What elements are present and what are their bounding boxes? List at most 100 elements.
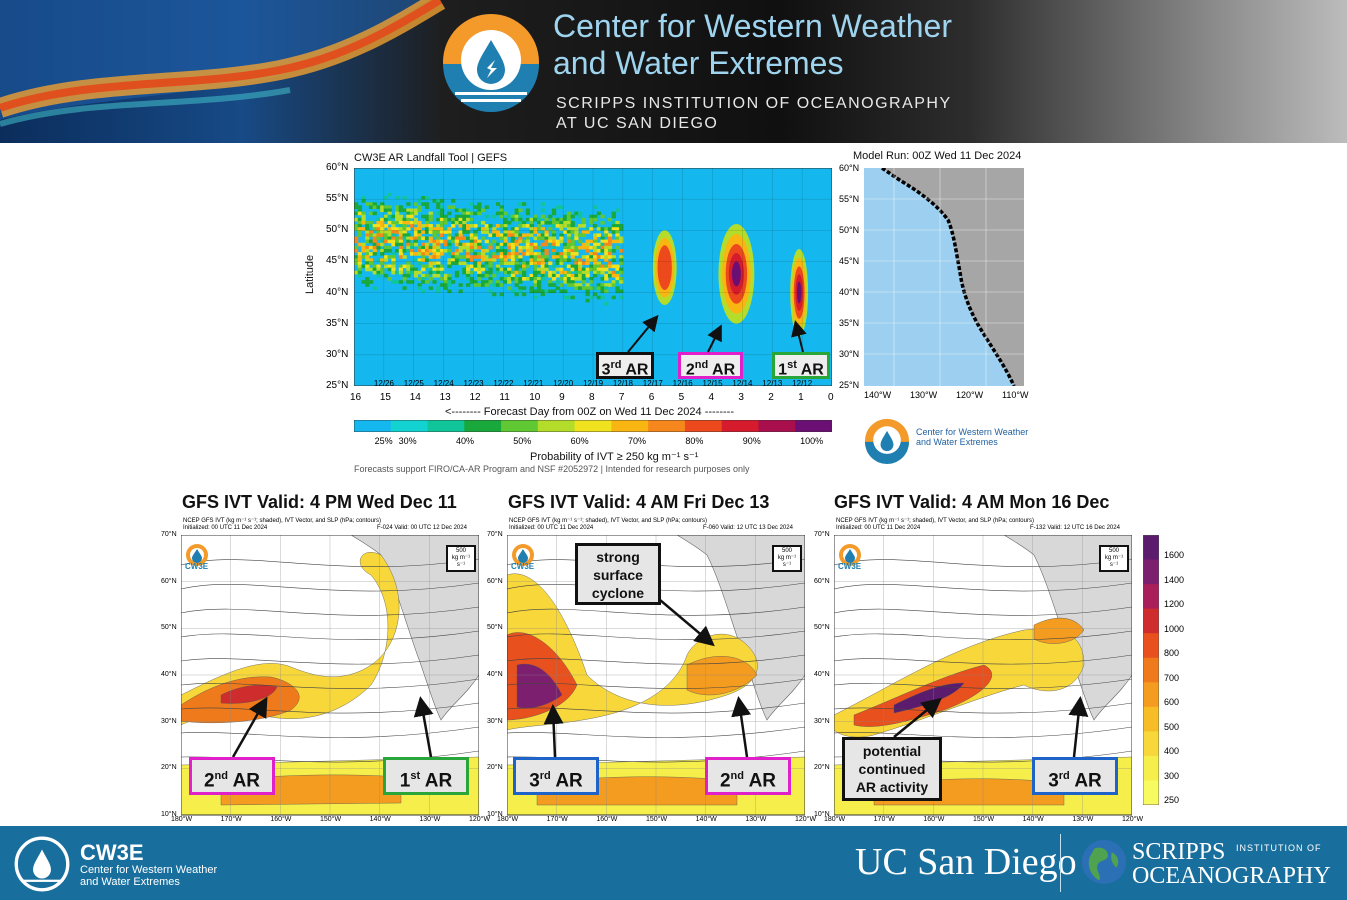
heatmap-cell: [469, 270, 474, 275]
heatmap-cell: [368, 224, 374, 228]
heatmap-cell: [410, 236, 415, 241]
heatmap-cell: [462, 245, 467, 250]
heatmap-cell: [619, 258, 624, 262]
ar-callout: 2nd AR: [705, 757, 791, 795]
heatmap-cell: [417, 236, 422, 241]
heatmap-cell: [492, 273, 497, 278]
heatmap-cell: [439, 224, 445, 228]
heatmap-cell: [503, 270, 508, 275]
heatmap-cell: [514, 292, 519, 297]
heatmap-cell: [368, 220, 374, 225]
map-lon-tick: 170°W: [873, 816, 895, 823]
heatmap-cell: [522, 286, 527, 290]
heatmap-cell: [424, 242, 430, 247]
heatmap-cell: [458, 236, 463, 241]
heatmap-cell: [525, 277, 531, 281]
heatmap-cell: [432, 261, 437, 266]
heatmap-cell: [477, 273, 482, 278]
gfs-ivt-map-1: NCEP GFS IVT (kg m⁻¹ s⁻¹; shaded), IVT V…: [161, 518, 490, 823]
heatmap-cell: [600, 283, 605, 287]
heatmap-cell: [529, 261, 534, 266]
heatmap-cell: [593, 261, 598, 266]
slp-contour: [181, 630, 479, 640]
heatmap-cell: [424, 273, 430, 278]
heatmap-cell: [380, 252, 385, 256]
colorbar-swatch: [795, 420, 832, 432]
heatmap-cell: [619, 270, 624, 275]
heatmap-cell: [447, 233, 452, 238]
map-lat-tick: 70°N: [487, 531, 503, 538]
heatmap-cell: [380, 248, 385, 253]
heatmap-cell: [413, 242, 418, 247]
heatmap-cell: [354, 227, 359, 231]
date-tick: 12/25: [403, 379, 424, 388]
heatmap-cell: [615, 239, 620, 244]
heatmap-cell: [368, 202, 374, 206]
heatmap-cell: [439, 270, 445, 275]
heatmap-cell: [518, 258, 523, 262]
heatmap-cell: [365, 233, 370, 238]
heatmap-cell: [536, 255, 542, 259]
heatmap-cell: [522, 245, 527, 250]
heatmap-cell: [398, 227, 404, 231]
heatmap-cell: [402, 255, 407, 259]
heatmap-cell: [391, 236, 396, 241]
heatmap-cell: [559, 233, 564, 238]
x-tick: 14: [409, 392, 421, 403]
heatmap-cell: [451, 205, 456, 209]
heatmap-cell: [357, 230, 362, 234]
heatmap-cell: [540, 214, 545, 219]
heatmap-cell: [600, 286, 605, 290]
heatmap-cell: [559, 205, 564, 209]
heatmap-cell: [507, 255, 512, 259]
heatmap-cell: [522, 202, 527, 206]
heatmap-cell: [365, 230, 370, 234]
heatmap-cell: [548, 289, 553, 294]
heatmap-cell: [615, 245, 620, 250]
heatmap-cell: [466, 252, 471, 256]
heatmap-cell: [522, 261, 527, 266]
heatmap-cell: [510, 242, 516, 247]
ivt-colorbar: [1143, 535, 1159, 805]
heatmap-cell: [581, 220, 587, 225]
heatmap-cell: [604, 277, 609, 281]
ivt-tick: 250: [1164, 795, 1180, 805]
heatmap-cell: [589, 280, 594, 284]
heatmap-cell: [462, 208, 467, 213]
heatmap-cell: [436, 230, 441, 234]
heatmap-cell: [574, 248, 579, 253]
heatmap-cell: [387, 277, 392, 281]
heatmap-cell: [488, 252, 493, 256]
map-lat-tick: 20°N: [161, 764, 177, 772]
heatmap-cell: [533, 295, 538, 300]
heatmap-cell: [432, 252, 437, 256]
y-tick: 55°N: [326, 193, 349, 205]
heatmap-cell: [488, 242, 493, 247]
heatmap-cell: [477, 252, 482, 256]
heatmap-cell: [413, 270, 418, 275]
heatmap-cell: [518, 264, 523, 269]
heatmap-cell: [365, 264, 370, 269]
heatmap-cell: [395, 270, 400, 275]
heatmap-cell: [607, 227, 613, 231]
map-lon-tick: 160°W: [596, 816, 618, 823]
heatmap-cell: [540, 242, 545, 247]
heatmap-cell: [518, 286, 523, 290]
heatmap-cell: [380, 261, 385, 266]
date-tick: 12/26: [373, 379, 394, 388]
heatmap-cell: [439, 283, 445, 287]
x-tick: 4: [708, 392, 715, 403]
heatmap-cell: [514, 242, 519, 247]
heatmap-cell: [417, 248, 422, 253]
heatmap-cell: [387, 217, 392, 222]
heatmap-cell: [365, 283, 370, 287]
heatmap-cell: [383, 255, 389, 259]
heatmap-cell: [499, 277, 504, 281]
heatmap-cell: [398, 248, 404, 253]
heatmap-cell: [383, 264, 389, 269]
heatmap-cell: [402, 233, 407, 238]
heatmap-cell: [413, 258, 418, 262]
heatmap-cell: [574, 270, 579, 275]
heatmap-cell: [495, 242, 501, 247]
heatmap-cell: [454, 248, 460, 253]
